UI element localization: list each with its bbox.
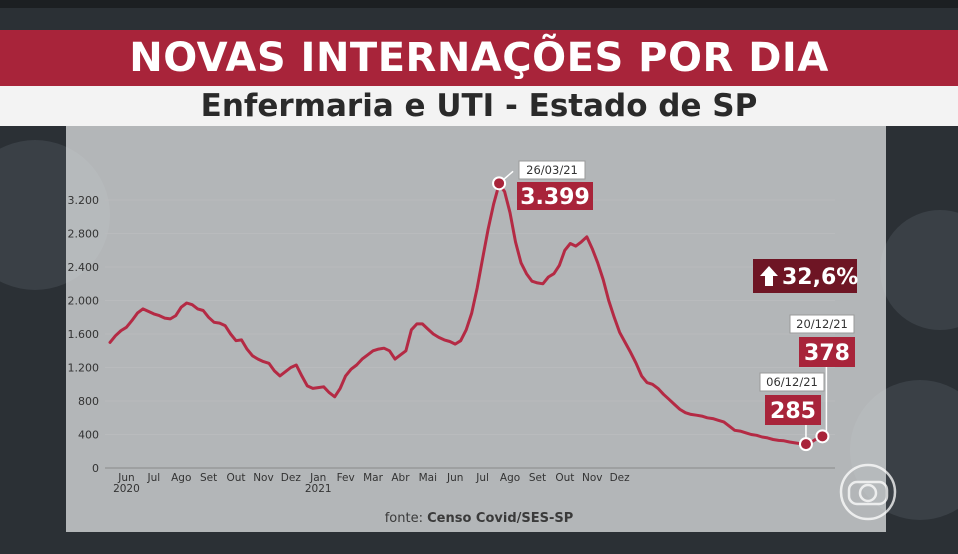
x-tick-label: Out [555,472,574,484]
x-tick-label: Dez [610,472,631,484]
x-tick-label: Nov [582,472,603,484]
x-tick-label: Jul [475,472,489,484]
x-tick-label: Jun [446,472,463,484]
annotation-value: 378 [804,341,850,366]
annotation-point [815,429,830,444]
source-prefix: fonte: [384,511,423,526]
annotation-date-box [759,372,825,392]
x-tick-label: Set [200,472,217,484]
x-tick-label: Mar [363,472,383,484]
y-tick-label: 2.800 [68,228,100,241]
broadcaster-logo [839,463,897,521]
x-tick-label: Nov [253,472,274,484]
chart-panel [66,126,886,532]
annotation-date: 06/12/21 [766,375,818,389]
y-tick-label: 2.400 [68,261,100,274]
annotation-point [798,437,813,452]
y-tick-label: 2.000 [68,295,100,308]
chart-title: NOVAS INTERNAÇÕES POR DIA [0,30,958,86]
x-tick-label: Out [227,472,246,484]
x-year-label: 2020 [113,483,140,495]
x-tick-label: Jun [117,472,134,484]
y-tick-label: 3.200 [68,194,100,207]
annotation-value: 3.399 [520,185,590,210]
annotation-date-box [789,314,855,334]
chart-subtitle: Enfermaria e UTI - Estado de SP [0,86,958,126]
change-badge-text: 32,6% [782,265,858,290]
x-tick-label: Dez [281,472,302,484]
source-name: Censo Covid/SES-SP [427,511,574,526]
x-tick-label: Jul [147,472,161,484]
annotation-date: 20/12/21 [796,317,848,331]
source-note: fonte: Censo Covid/SES-SP [0,511,958,526]
y-tick-label: 800 [78,395,99,408]
annotation-value-box [765,395,821,425]
y-tick-label: 1.600 [68,328,100,341]
annotation-point [492,176,507,191]
annotation-date-box [518,160,586,180]
arrow-up-icon [760,266,778,286]
x-tick-label: Jan [309,472,326,484]
annotation-value: 285 [770,399,816,424]
y-tick-label: 1.200 [68,362,100,375]
top-bar [0,0,958,8]
x-tick-label: Abr [391,472,410,484]
y-tick-label: 400 [78,429,99,442]
x-tick-label: Fev [337,472,355,484]
x-tick-label: Ago [500,472,520,484]
annotation-leader [821,356,828,437]
annotation-value-box [517,182,593,210]
x-tick-label: Set [529,472,546,484]
y-tick-label: 0 [92,462,99,475]
series-line [108,182,824,446]
x-year-label: 2021 [305,483,332,495]
x-tick-label: Mai [419,472,437,484]
annotation-date: 26/03/21 [526,163,578,177]
x-tick-label: Ago [171,472,191,484]
annotation-value-box [799,337,855,367]
